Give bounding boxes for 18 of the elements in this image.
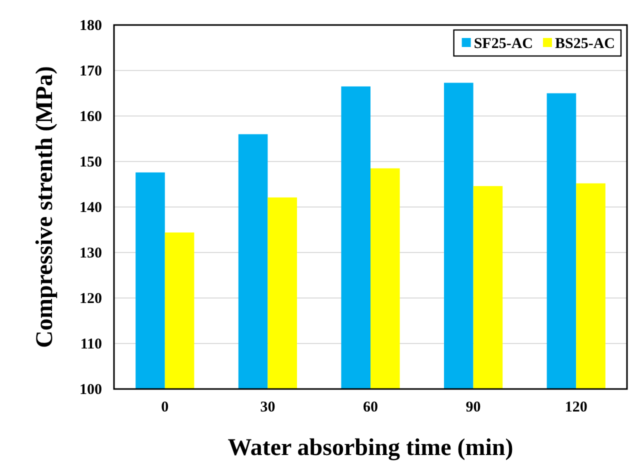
x-tick-label: 120 xyxy=(564,400,588,416)
x-tick-label: 90 xyxy=(466,400,481,416)
y-tick-label: 180 xyxy=(80,18,102,34)
legend-label: SF25-AC xyxy=(474,36,533,52)
y-axis-title: Compressive strenth (MPa) xyxy=(32,66,58,348)
y-tick-label: 150 xyxy=(80,154,102,170)
y-tick-label: 110 xyxy=(80,336,102,352)
x-tick-label: 60 xyxy=(363,400,378,416)
y-tick-label: 170 xyxy=(80,63,102,80)
x-tick-label: 0 xyxy=(161,400,169,416)
y-tick-label: 140 xyxy=(80,200,102,216)
x-tick-label: 30 xyxy=(260,400,276,416)
y-tick-label: 130 xyxy=(80,245,102,262)
legend-label: BS25-AC xyxy=(554,36,615,52)
x-axis-title: Water absorbing time (min) xyxy=(228,435,514,461)
y-tick-label: 160 xyxy=(80,108,102,125)
y-tick-label: 120 xyxy=(80,290,102,307)
y-tick-label: 100 xyxy=(80,382,102,398)
